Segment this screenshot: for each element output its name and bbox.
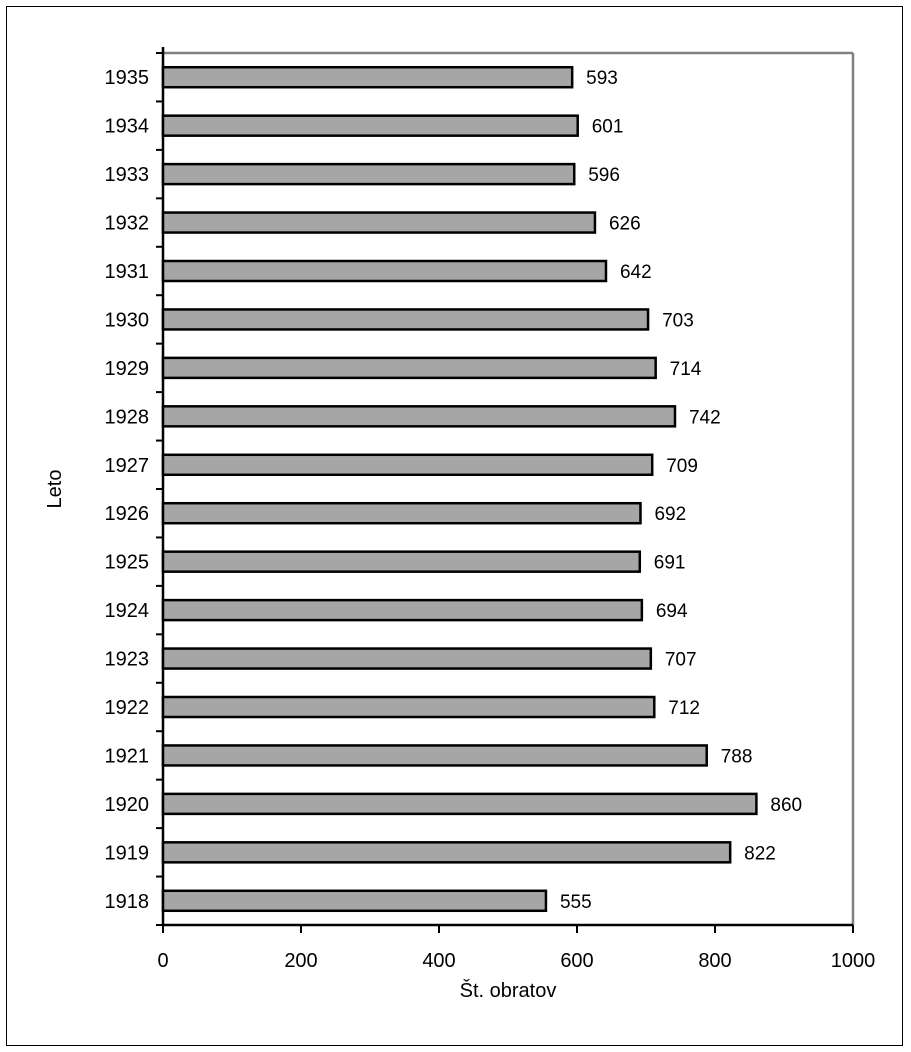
bar-1924 xyxy=(161,598,644,622)
bar-1921 xyxy=(161,744,708,767)
y-axis-title: Leto xyxy=(44,470,66,509)
bar-1935 xyxy=(161,65,574,89)
data-labels: 555 822 860 788 712 707 694 691 692 709 742 714 703 6… xyxy=(560,68,802,913)
x-axis-title: Št. obratov xyxy=(460,979,557,1002)
y-tick-label-1925: 1925 xyxy=(105,552,150,574)
data-label-1922: 712 xyxy=(668,698,700,719)
data-label-1925: 691 xyxy=(654,553,686,574)
y-tick-label-1934: 1934 xyxy=(105,116,150,138)
y-tick-label-1918: 1918 xyxy=(105,891,150,913)
y-tick-label-1921: 1921 xyxy=(105,745,150,767)
y-tick-label-1919: 1919 xyxy=(105,842,150,864)
data-label-1926: 692 xyxy=(654,504,686,525)
y-tick-label-1926: 1926 xyxy=(105,503,150,525)
y-tick-label-1929: 1929 xyxy=(105,358,150,380)
data-label-1929: 714 xyxy=(670,359,702,380)
bar-1929 xyxy=(161,356,657,380)
y-tick-labels: 1918 1919 1920 1921 1922 1923 1924 1925 1926 1927… xyxy=(105,67,150,913)
y-tick-label-1930: 1930 xyxy=(105,309,150,331)
bar-1934 xyxy=(161,114,579,137)
y-tick-label-1927: 1927 xyxy=(105,455,150,477)
y-tick-label-1932: 1932 xyxy=(105,213,150,235)
y-tick-label-1920: 1920 xyxy=(105,794,150,816)
bar-1926 xyxy=(161,501,642,525)
bars xyxy=(161,65,758,913)
y-tick-label-1935: 1935 xyxy=(105,67,150,89)
bar-1928 xyxy=(161,405,677,428)
data-label-1932: 626 xyxy=(609,214,641,235)
data-label-1928: 742 xyxy=(689,407,721,428)
data-label-1934: 601 xyxy=(592,117,624,138)
data-label-1931: 642 xyxy=(620,262,652,283)
x-tick-labels: 0 200 400 600 800 1000 xyxy=(157,950,875,972)
bar-1933 xyxy=(161,162,576,186)
data-label-1918: 555 xyxy=(560,892,592,913)
y-tick-label-1928: 1928 xyxy=(105,406,150,428)
data-label-1919: 822 xyxy=(744,843,776,864)
data-label-1923: 707 xyxy=(665,650,697,671)
x-tick-label-600: 600 xyxy=(560,950,593,972)
bar-1927 xyxy=(161,453,654,477)
x-tick-label-200: 200 xyxy=(284,950,317,972)
data-label-1933: 596 xyxy=(588,165,620,186)
x-tick-label-0: 0 xyxy=(157,950,168,972)
x-tick-label-400: 400 xyxy=(422,950,455,972)
x-tick-label-1000: 1000 xyxy=(831,950,876,972)
y-tick-label-1931: 1931 xyxy=(105,261,150,283)
bar-1918 xyxy=(161,889,548,913)
x-tick-label-800: 800 xyxy=(698,950,731,972)
data-label-1935: 593 xyxy=(586,68,618,89)
plot-area xyxy=(156,47,855,933)
bar-1922 xyxy=(161,695,656,719)
bar-1923 xyxy=(161,647,653,670)
data-label-1920: 860 xyxy=(770,795,802,816)
bar-1932 xyxy=(161,211,597,234)
data-label-1927: 709 xyxy=(666,456,698,477)
y-tick-label-1924: 1924 xyxy=(105,600,150,622)
data-label-1921: 788 xyxy=(721,746,753,767)
y-tick-label-1933: 1933 xyxy=(105,164,150,186)
bar-1925 xyxy=(161,550,642,573)
y-tick-label-1922: 1922 xyxy=(105,697,150,719)
bar-1919 xyxy=(161,841,732,864)
bar-1920 xyxy=(161,792,758,816)
data-label-1930: 703 xyxy=(662,310,694,331)
y-tick-label-1923: 1923 xyxy=(105,649,150,671)
bar-1930 xyxy=(161,308,650,331)
data-label-1924: 694 xyxy=(656,601,688,622)
bar-1931 xyxy=(161,259,608,283)
